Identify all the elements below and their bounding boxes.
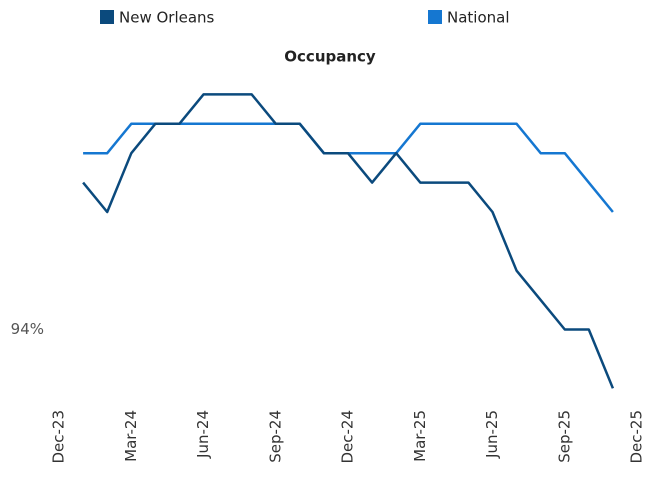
x-tick-label: Jun-25 <box>483 410 501 459</box>
legend-swatch <box>100 10 114 24</box>
x-tick-label: Dec-25 <box>628 410 646 464</box>
series-line <box>82 93 615 389</box>
y-tick-label: 94% <box>11 320 44 338</box>
x-tick-label: Mar-24 <box>122 410 140 462</box>
series-line <box>83 122 614 213</box>
x-tick-label: Jun-24 <box>194 410 212 459</box>
x-tick-label: Sep-24 <box>266 410 284 463</box>
legend-label: New Orleans <box>119 9 215 27</box>
chart-title: Occupancy <box>284 48 376 66</box>
legend-swatch <box>428 10 442 24</box>
legend-label: National <box>447 9 510 27</box>
x-tick-label: Dec-24 <box>339 410 357 464</box>
x-tick-label: Dec-23 <box>50 410 68 464</box>
x-tick-label: Sep-25 <box>555 410 573 463</box>
x-tick-label: Mar-25 <box>411 410 429 462</box>
